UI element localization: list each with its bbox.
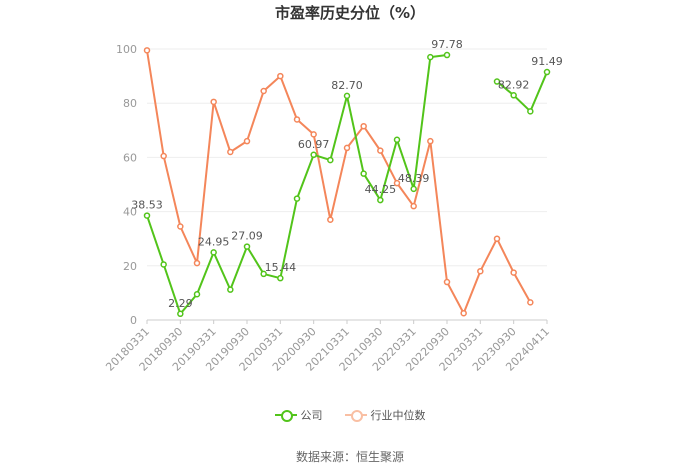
data-point-company bbox=[210, 249, 217, 256]
data-label: 82.70 bbox=[331, 79, 363, 92]
data-point-company bbox=[410, 185, 417, 193]
series-line-company bbox=[496, 71, 548, 113]
data-point-industry bbox=[260, 87, 267, 95]
data-label: 15.44 bbox=[265, 261, 297, 274]
data-point-company bbox=[377, 196, 384, 204]
data-point-industry bbox=[443, 278, 451, 286]
data-label: 60.97 bbox=[298, 138, 330, 151]
data-source: 数据来源：恒生聚源 bbox=[295, 450, 404, 464]
legend: 公司 行业中位数 bbox=[0, 407, 700, 423]
data-point-company bbox=[327, 156, 334, 164]
data-point-company bbox=[310, 151, 317, 159]
data-label: 48.39 bbox=[398, 172, 430, 185]
data-point-company bbox=[393, 136, 401, 144]
data-point-industry bbox=[493, 235, 501, 242]
y-tick-label: 100 bbox=[116, 43, 137, 56]
data-point-industry bbox=[193, 259, 201, 267]
data-point-industry bbox=[427, 137, 434, 145]
data-point-industry bbox=[377, 147, 384, 154]
data-label: 97.78 bbox=[431, 38, 463, 51]
data-point-industry bbox=[393, 179, 401, 187]
data-point-industry bbox=[510, 269, 517, 276]
data-point-company bbox=[243, 243, 251, 250]
data-point-company bbox=[527, 108, 534, 115]
data-label: 91.49 bbox=[531, 55, 563, 68]
data-point-company bbox=[260, 270, 267, 278]
data-point-industry bbox=[243, 137, 251, 145]
legend-company-label: 公司 bbox=[300, 409, 323, 422]
data-point-industry bbox=[527, 299, 534, 306]
data-point-industry bbox=[477, 267, 484, 275]
data-point-company bbox=[543, 68, 551, 76]
legend-industry-icon bbox=[344, 409, 367, 422]
data-point-company bbox=[177, 310, 184, 318]
data-point-industry bbox=[410, 202, 417, 210]
data-point-industry bbox=[227, 148, 234, 156]
data-point-industry bbox=[143, 47, 151, 54]
y-tick-label: 0 bbox=[130, 314, 137, 327]
data-point-industry bbox=[460, 309, 467, 317]
data-point-industry bbox=[327, 216, 334, 223]
data-label: 44.25 bbox=[365, 183, 397, 196]
data-point-industry bbox=[210, 98, 217, 106]
data-label: 2.29 bbox=[168, 297, 193, 310]
data-point-industry bbox=[343, 144, 351, 152]
legend-industry-label: 行业中位数 bbox=[370, 409, 426, 422]
data-point-industry bbox=[277, 72, 284, 80]
chart-title: 市盈率历史分位（%） bbox=[274, 4, 426, 22]
data-point-industry bbox=[310, 131, 317, 138]
data-point-industry bbox=[360, 122, 367, 130]
data-point-company bbox=[343, 92, 351, 100]
data-point-company bbox=[193, 291, 201, 298]
data-point-company bbox=[143, 212, 151, 219]
data-point-industry bbox=[160, 152, 167, 160]
data-point-company bbox=[510, 92, 517, 99]
data-point-company bbox=[160, 261, 167, 268]
data-point-company bbox=[277, 274, 284, 282]
data-point-company bbox=[427, 53, 434, 61]
legend-item-industry[interactable]: 行业中位数 bbox=[344, 407, 426, 423]
chart-canvas: 0204060801002018033120180930201903312019… bbox=[103, 38, 563, 374]
data-point-company bbox=[493, 78, 501, 85]
data-label: 82.92 bbox=[498, 78, 530, 91]
data-point-company bbox=[227, 286, 234, 293]
data-label: 24.95 bbox=[198, 235, 230, 248]
data-point-company bbox=[360, 170, 367, 177]
series-line-industry bbox=[146, 50, 532, 315]
legend-company-icon bbox=[274, 409, 297, 422]
data-point-company bbox=[293, 195, 301, 202]
y-tick-label: 80 bbox=[123, 97, 137, 110]
data-point-company bbox=[443, 51, 451, 59]
data-point-industry bbox=[177, 223, 184, 230]
y-tick-label: 40 bbox=[123, 206, 137, 219]
y-tick-label: 60 bbox=[123, 151, 137, 164]
legend-item-company[interactable]: 公司 bbox=[274, 407, 323, 423]
data-label: 38.53 bbox=[131, 199, 163, 212]
data-point-industry bbox=[293, 116, 301, 123]
y-tick-label: 20 bbox=[123, 260, 137, 273]
data-label: 27.09 bbox=[231, 230, 263, 243]
